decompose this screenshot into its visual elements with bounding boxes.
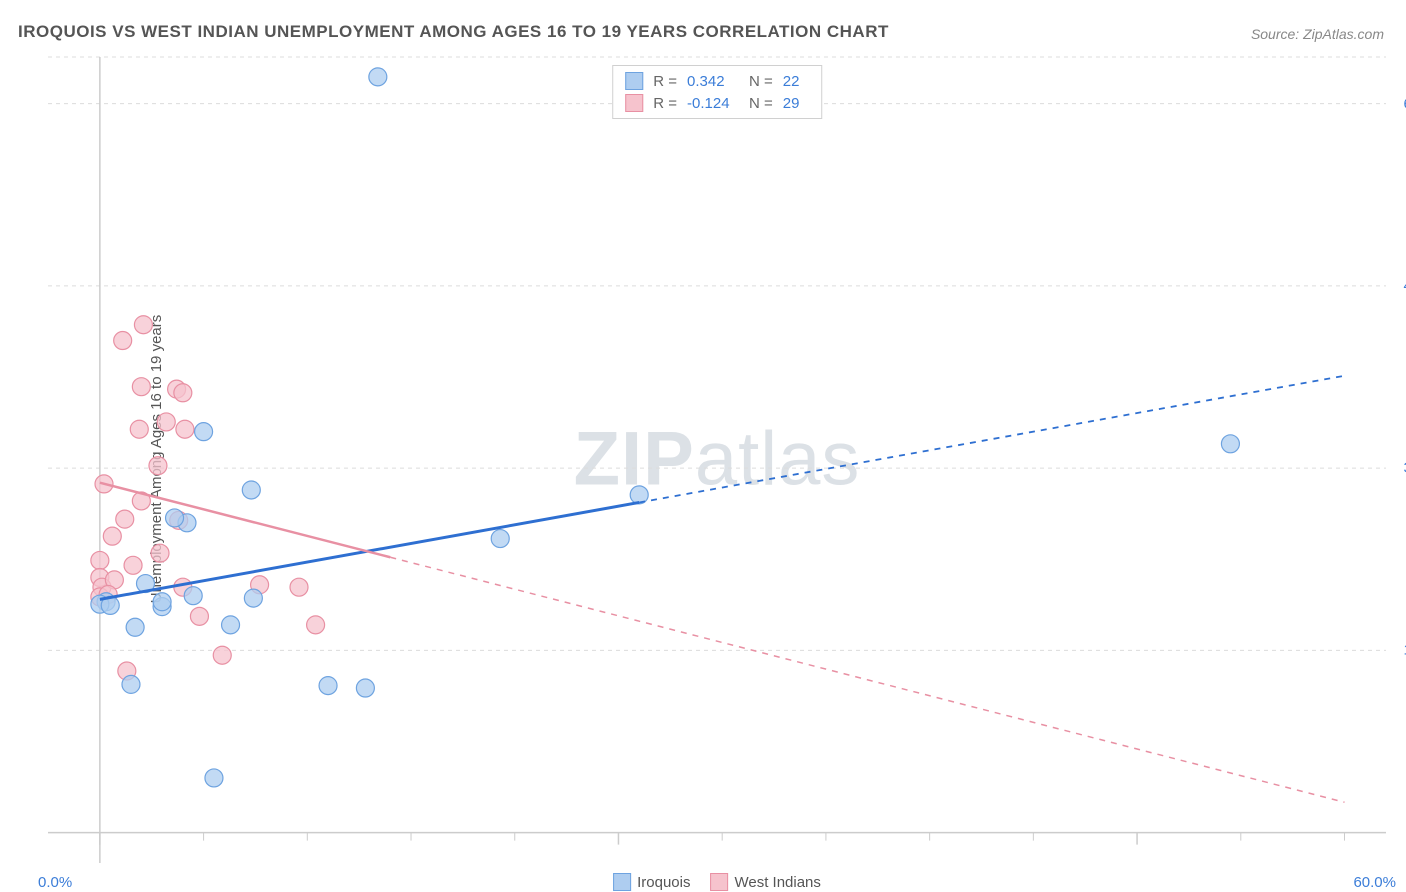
x-tick-start: 0.0%	[38, 874, 72, 891]
stats-row-iroquois: R = 0.342 N = 22	[625, 70, 809, 92]
legend-label-iroquois: Iroquois	[637, 874, 690, 891]
legend-swatch-west-indians	[710, 873, 728, 891]
r-label: R =	[653, 95, 677, 112]
n-value-west-indians: 29	[783, 95, 809, 112]
n-label: N =	[749, 73, 773, 90]
n-value-iroquois: 22	[783, 73, 809, 90]
chart-container: Unemployment Among Ages 16 to 19 years Z…	[48, 55, 1386, 863]
chart-title: IROQUOIS VS WEST INDIAN UNEMPLOYMENT AMO…	[18, 22, 889, 42]
legend-item-west-indians: West Indians	[710, 873, 820, 891]
r-value-west-indians: -0.124	[687, 95, 739, 112]
legend-label-west-indians: West Indians	[734, 874, 820, 891]
legend: Iroquois West Indians	[613, 873, 821, 891]
n-label: N =	[749, 95, 773, 112]
r-label: R =	[653, 73, 677, 90]
swatch-iroquois	[625, 72, 643, 90]
scatter-plot	[48, 55, 1386, 863]
swatch-west-indians	[625, 94, 643, 112]
stats-row-west-indians: R = -0.124 N = 29	[625, 92, 809, 114]
legend-swatch-iroquois	[613, 873, 631, 891]
x-tick-end: 60.0%	[1353, 874, 1396, 891]
source-attribution: Source: ZipAtlas.com	[1251, 26, 1384, 42]
legend-item-iroquois: Iroquois	[613, 873, 690, 891]
r-value-iroquois: 0.342	[687, 73, 739, 90]
stats-box: R = 0.342 N = 22 R = -0.124 N = 29	[612, 65, 822, 119]
